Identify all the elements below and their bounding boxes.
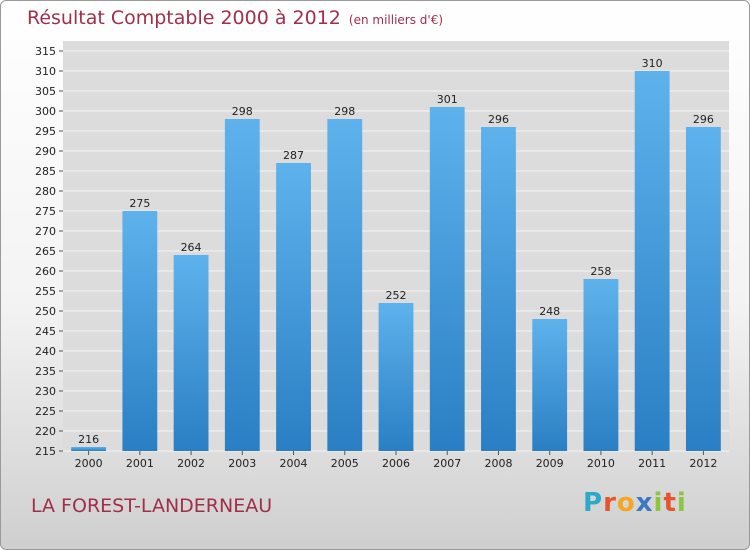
value-label-2001: 275 [129,197,150,210]
y-tick-label: 240 [35,345,56,358]
y-tick-label: 245 [35,325,56,338]
x-tick-label-2003: 2003 [228,457,256,470]
x-tick-label-2001: 2001 [126,457,154,470]
bar-2004 [276,163,311,451]
bar-2010 [583,279,619,451]
bar-2005 [327,119,363,451]
y-tick-label: 280 [35,185,56,198]
value-label-2011: 310 [642,57,663,70]
x-tick-label-2011: 2011 [638,457,666,470]
value-label-2000: 216 [78,433,99,446]
y-tick-label: 215 [35,445,56,458]
y-tick-label: 310 [35,65,56,78]
bar-2003 [224,119,260,451]
x-tick-label-2012: 2012 [689,457,717,470]
location-name: LA FOREST-LANDERNEAU [31,495,273,517]
x-tick-label-2005: 2005 [331,457,359,470]
value-label-2008: 296 [488,113,509,126]
x-axis: 2000 2001 2002 2003 2004 2005 2006 2007 2008 2009… [75,451,717,470]
value-label-2009: 248 [539,305,560,318]
chart-unit: (en milliers d'€) [348,13,444,27]
value-label-2004: 287 [283,149,304,162]
value-label-2012: 296 [693,113,714,126]
bar-2009 [532,319,568,451]
proxiti-logo: Proxiti [583,488,687,518]
value-label-2010: 258 [590,265,611,278]
y-tick-label: 235 [35,365,56,378]
x-tick-label-2004: 2004 [280,457,308,470]
x-tick-label-2000: 2000 [75,457,103,470]
bar-2008 [481,127,516,451]
x-tick-label-2002: 2002 [177,457,205,470]
y-tick-label: 250 [35,305,56,318]
bar-2007 [429,107,465,451]
y-tick-label: 220 [35,425,56,438]
y-tick-label: 290 [35,145,56,158]
y-tick-label: 305 [35,85,56,98]
bar-2011 [634,71,670,451]
x-tick-label-2008: 2008 [484,457,512,470]
bar-2002 [173,255,209,451]
y-tick-label: 295 [35,125,56,138]
y-tick-label: 270 [35,225,56,238]
bar-2000 [71,447,107,451]
y-tick-label: 315 [35,45,56,58]
y-tick-label: 275 [35,205,56,218]
value-label-2007: 301 [437,93,458,106]
y-tick-label: 225 [35,405,56,418]
bars [71,71,721,451]
y-axis: 215 220 225 230 235 240 245 250 255 260 265 270 275 2… [35,45,63,458]
y-tick-label: 300 [35,105,56,118]
y-tick-label: 255 [35,285,56,298]
y-tick-label: 265 [35,245,56,258]
value-label-2006: 252 [386,289,407,302]
bar-2012 [685,127,721,451]
x-tick-label-2007: 2007 [433,457,461,470]
value-label-2005: 298 [334,105,355,118]
y-tick-label: 285 [35,165,56,178]
value-label-2003: 298 [232,105,253,118]
bar-2006 [378,303,414,451]
x-tick-label-2006: 2006 [382,457,410,470]
bar-2001 [122,211,158,451]
x-tick-label-2010: 2010 [587,457,615,470]
y-tick-label: 230 [35,385,56,398]
value-labels: 216 275 264 298 287 298 252 301 296 248 258 310 296 [78,57,714,446]
y-tick-label: 260 [35,265,56,278]
chart-title: Résultat Comptable 2000 à 2012 (en millie… [27,7,443,29]
x-tick-label-2009: 2009 [536,457,564,470]
value-label-2002: 264 [181,241,202,254]
chart-title-main: Résultat Comptable 2000 à 2012 [27,7,341,29]
